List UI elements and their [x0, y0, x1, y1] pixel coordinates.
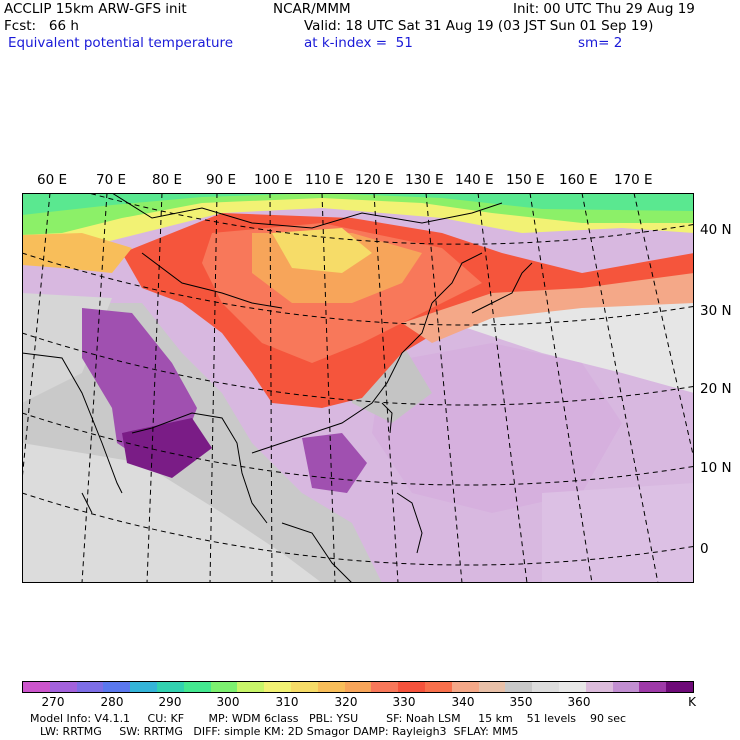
- purple-core-scs: [302, 433, 367, 493]
- colorbar-swatch: [237, 682, 265, 692]
- colorbar-swatch: [505, 682, 533, 692]
- lon-label: 170 E: [614, 172, 653, 188]
- purple-core-bay: [122, 418, 212, 478]
- colorbar-swatch: [532, 682, 559, 692]
- colorbar-swatch: [424, 682, 452, 692]
- lon-label: 60 E: [37, 172, 67, 188]
- salmon-band: [402, 273, 694, 343]
- colorbar-swatch: [371, 682, 399, 692]
- light-green-north: [22, 193, 694, 215]
- colorbar-swatch: [23, 682, 50, 692]
- lon-label: 130 E: [405, 172, 444, 188]
- colorbar-tick-label: 340: [451, 695, 475, 709]
- colorbar-swatch: [451, 682, 479, 692]
- field-name: Equivalent potential temperature: [8, 35, 234, 51]
- lon-label: 90 E: [206, 172, 236, 188]
- lavender-region: [372, 343, 622, 513]
- colorbar-swatch: [103, 682, 131, 692]
- lat-label: 40 N: [700, 222, 732, 238]
- colorbar-swatch: [49, 682, 77, 692]
- lon-label: 160 E: [559, 172, 598, 188]
- model-info-line2: LW: RRTMG SW: RRTMG DIFF: simple KM: 2D …: [40, 725, 519, 738]
- forecast-hour: Fcst: 66 h: [4, 18, 79, 34]
- lon-label: 150 E: [506, 172, 545, 188]
- grey-region-east: [452, 283, 694, 393]
- colorbar-swatch: [612, 682, 640, 692]
- colorbar-tick-label: 270: [41, 695, 65, 709]
- lon-label: 120 E: [355, 172, 394, 188]
- colorbar-tick-label: 350: [509, 695, 533, 709]
- theta-e-map: [22, 193, 694, 583]
- lon-label: 70 E: [96, 172, 126, 188]
- colorbar-tick-label: 290: [158, 695, 182, 709]
- lon-label: 80 E: [152, 172, 182, 188]
- colorbar-swatch: [317, 682, 345, 692]
- lon-label: 100 E: [254, 172, 293, 188]
- colorbar-tick-label: 320: [334, 695, 358, 709]
- lon-label: 110 E: [305, 172, 344, 188]
- colorbar-tick-label: 300: [216, 695, 240, 709]
- colorbar-tick-label: 280: [100, 695, 124, 709]
- model-title: ACCLIP 15km ARW-GFS init: [4, 1, 187, 17]
- colorbar-swatch: [264, 682, 291, 692]
- init-time: Init: 00 UTC Thu 29 Aug 19: [513, 1, 695, 17]
- model-info-line1: Model Info: V4.1.1 CU: KF MP: WDM 6class…: [30, 712, 627, 725]
- grey-region-south: [22, 443, 322, 583]
- colorbar-tick-label: 310: [275, 695, 299, 709]
- colorbar-swatch: [666, 682, 693, 692]
- colorbar-tick-label: 360: [567, 695, 591, 709]
- coastlines: [22, 193, 533, 583]
- lat-label: 30 N: [700, 303, 732, 319]
- graticule: [22, 193, 694, 583]
- colorbar-swatch: [398, 682, 425, 692]
- colorbar-swatch: [639, 682, 667, 692]
- colorbar-swatch: [210, 682, 238, 692]
- colorbar-swatch: [183, 682, 211, 692]
- smoothing-label: sm= 2: [578, 35, 623, 51]
- lat-label: 0: [700, 541, 709, 557]
- colorbar-swatch: [76, 682, 104, 692]
- yellow-region: [272, 228, 372, 273]
- lavender-region-east: [542, 483, 694, 583]
- colorbar-swatch: [290, 682, 318, 692]
- valid-time: Valid: 18 UTC Sat 31 Aug 19 (03 JST Sun …: [304, 18, 654, 34]
- colorbar-swatch: [585, 682, 613, 692]
- colorbar-tick-label: K: [688, 695, 696, 709]
- colorbar-tick-label: 330: [392, 695, 416, 709]
- colorbar: [22, 681, 694, 693]
- colorbar-swatch: [130, 682, 157, 692]
- center-label: NCAR/MMM: [273, 1, 351, 17]
- colorbar-swatch: [344, 682, 372, 692]
- level-label: at k-index = 51: [304, 35, 413, 51]
- lon-label: 140 E: [455, 172, 494, 188]
- orange-west: [22, 233, 132, 273]
- colorbar-swatch: [156, 682, 184, 692]
- colorbar-swatch: [558, 682, 586, 692]
- lat-label: 10 N: [700, 460, 732, 476]
- lat-label: 20 N: [700, 381, 732, 397]
- colorbar-swatch: [478, 682, 506, 692]
